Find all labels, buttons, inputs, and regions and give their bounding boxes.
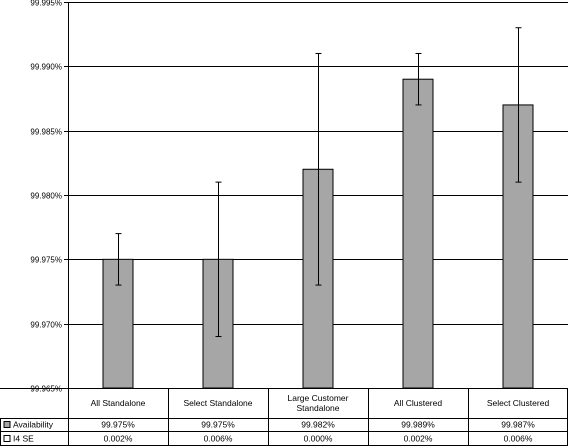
- table-cell-value: 0.006%: [204, 434, 233, 444]
- table-cell-value: 99.975%: [201, 420, 235, 430]
- row-label: Availability: [13, 420, 54, 430]
- error-bar: [115, 233, 122, 286]
- y-tick-label: 99.980%: [30, 192, 62, 201]
- error-bar: [215, 181, 222, 338]
- table-cell-value: 0.000%: [304, 434, 333, 444]
- category-label: Large Customer Standalone: [288, 393, 349, 413]
- error-bar: [515, 27, 522, 183]
- data-table: All Standalone Select Standalone Large Cus…: [0, 388, 568, 446]
- y-tick-label: 99.975%: [30, 256, 62, 265]
- legend-key: [3, 435, 11, 442]
- y-tick-label: 99.970%: [30, 321, 62, 330]
- table-cell-value: 99.975%: [101, 420, 135, 430]
- y-tick-label: 99.990%: [30, 63, 62, 72]
- table-cell-value: 99.987%: [501, 420, 535, 430]
- y-tick-label: 99.995%: [30, 0, 62, 8]
- category-label: All Standalone: [91, 398, 146, 408]
- table-cell-value: 99.989%: [401, 420, 435, 430]
- table-cell-value: 0.006%: [504, 434, 533, 444]
- table-cell-value: 99.982%: [301, 420, 335, 430]
- bar: [402, 78, 434, 389]
- category-label: Select Standalone: [184, 398, 253, 408]
- y-axis: 99.965%99.970%99.975%99.980%99.985%99.99…: [30, 0, 69, 394]
- category-label: All Clustered: [394, 398, 442, 408]
- y-tick-label: 99.985%: [30, 128, 62, 137]
- table-cell-value: 0.002%: [404, 434, 433, 444]
- legend-key: [3, 421, 11, 428]
- category-label: Select Clustered: [487, 398, 550, 408]
- error-bar: [415, 52, 422, 106]
- error-bars: [115, 27, 522, 338]
- error-bar: [315, 52, 322, 286]
- table-cell-value: 0.002%: [104, 434, 133, 444]
- row-label: I4 SE: [13, 434, 34, 444]
